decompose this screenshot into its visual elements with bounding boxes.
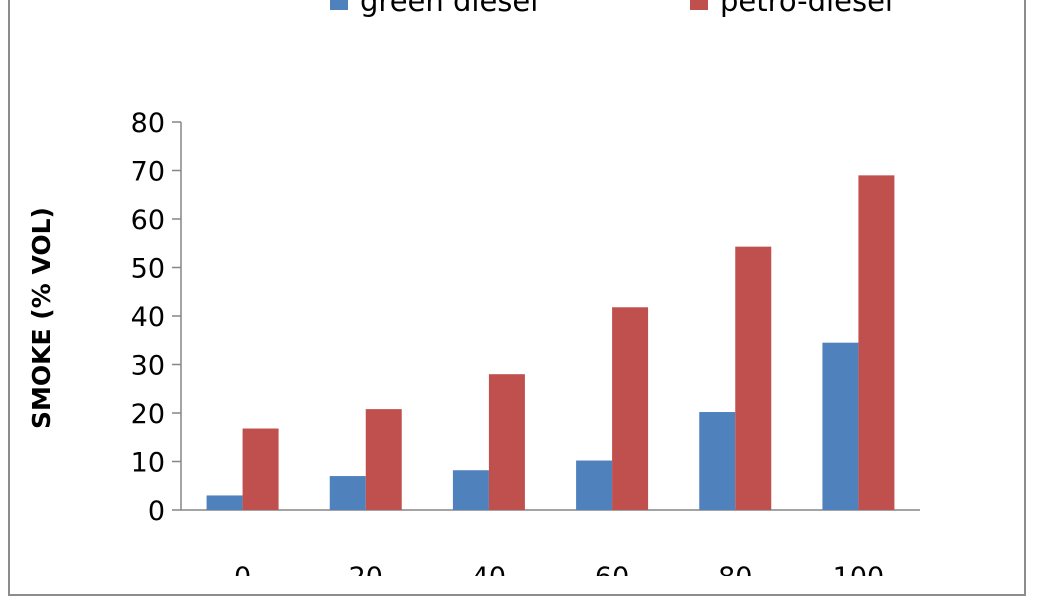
bar-green-diesel-0 [206, 495, 243, 510]
legend-swatch-petro-diesel [690, 0, 708, 10]
y-tick-label: 30 [131, 351, 165, 382]
legend-entry-petro-diesel: petro-diesel [690, 0, 893, 18]
legend-label-green-diesel: green diesel [360, 0, 538, 18]
y-tick-label: 50 [131, 254, 165, 285]
legend-label-petro-diesel: petro-diesel [720, 0, 893, 18]
bar-petro-diesel-40 [488, 374, 525, 510]
x-axis: 0 20 40 60 80 100 [181, 509, 920, 576]
y-tick-label: 0 [148, 496, 165, 527]
legend: green diesel petro-diesel [330, 0, 893, 18]
y-axis-label: SMOKE (% VOL) [27, 207, 56, 429]
x-tick-label: 40 [472, 562, 506, 576]
y-tick-label: 70 [131, 157, 165, 188]
y-axis: 0 10 20 30 40 50 60 70 80 [131, 108, 182, 527]
legend-entry-green-diesel: green diesel [330, 0, 538, 18]
legend-swatch-green-diesel [330, 0, 348, 10]
x-tick-label: 60 [595, 562, 629, 576]
y-tick-label: 80 [131, 108, 165, 139]
bar-chart: green diesel petro-diesel SMOKE (% VOL) … [27, 0, 920, 576]
bar-petro-diesel-20 [365, 409, 402, 510]
bar-green-diesel-80 [699, 412, 736, 510]
bar-green-diesel-100 [822, 342, 859, 510]
x-tick-label: 100 [833, 562, 885, 576]
bar-petro-diesel-0 [242, 428, 279, 510]
bar-green-diesel-60 [576, 460, 613, 510]
bars [206, 175, 895, 510]
bar-petro-diesel-60 [612, 307, 649, 510]
x-tick-label: 0 [234, 562, 251, 576]
x-tick-label: 20 [349, 562, 383, 576]
y-tick-label: 10 [131, 448, 165, 479]
bar-green-diesel-40 [452, 470, 489, 510]
bar-petro-diesel-80 [735, 246, 772, 510]
y-tick-label: 20 [131, 399, 165, 430]
bar-petro-diesel-100 [858, 175, 895, 510]
x-tick-label: 80 [718, 562, 752, 576]
bar-green-diesel-20 [329, 476, 366, 510]
y-tick-label: 40 [131, 302, 165, 333]
y-tick-label: 60 [131, 205, 165, 236]
